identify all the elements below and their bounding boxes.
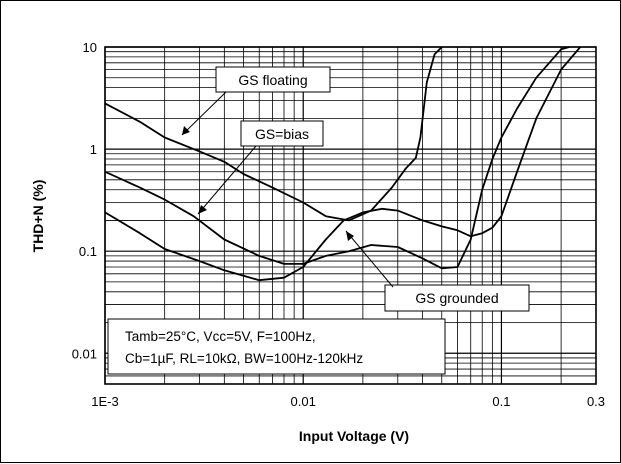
- y-tick-label: 1: [90, 142, 97, 157]
- tick-labels: 1E-3 0.01 0.1 0.3 0.01 0.1 1 10: [72, 40, 605, 409]
- series-line-gs-grounded: [104, 46, 581, 282]
- x-tick-label: 1E-3: [91, 394, 118, 409]
- series-lines: [104, 46, 581, 282]
- plot-area-border: [104, 46, 597, 385]
- conditions-box: Tamb=25°C, Vcc=5V, F=100Hz, Cb=1µF, RL=1…: [107, 318, 446, 375]
- series-line-gs-bias: [104, 46, 570, 270]
- y-tick-label: 10: [83, 40, 97, 55]
- annotation-gs-grounded: GS grounded: [345, 230, 530, 312]
- annotation-gs-bias: GS=bias: [197, 120, 324, 215]
- y-tick-label: 0.01: [72, 346, 97, 361]
- y-axis-title: THD+N (%): [30, 180, 46, 253]
- x-tick-label: 0.01: [291, 394, 316, 409]
- x-tick-label: 0.1: [492, 394, 510, 409]
- x-axis-title: Input Voltage (V): [299, 428, 409, 444]
- x-tick-label: 0.3: [587, 394, 605, 409]
- annotation-gs-floating: GS floating: [181, 66, 331, 136]
- svg-text:GS floating: GS floating: [238, 72, 307, 88]
- y-tick-label: 0.1: [79, 244, 97, 259]
- svg-text:GS grounded: GS grounded: [415, 290, 498, 306]
- conditions-line-2: Cb=1µF, RL=10kΩ, BW=100Hz-120kHz: [125, 351, 363, 366]
- conditions-line-1: Tamb=25°C, Vcc=5V, F=100Hz,: [125, 329, 316, 344]
- svg-text:GS=bias: GS=bias: [255, 126, 309, 142]
- series-line-gs-floating: [104, 46, 443, 222]
